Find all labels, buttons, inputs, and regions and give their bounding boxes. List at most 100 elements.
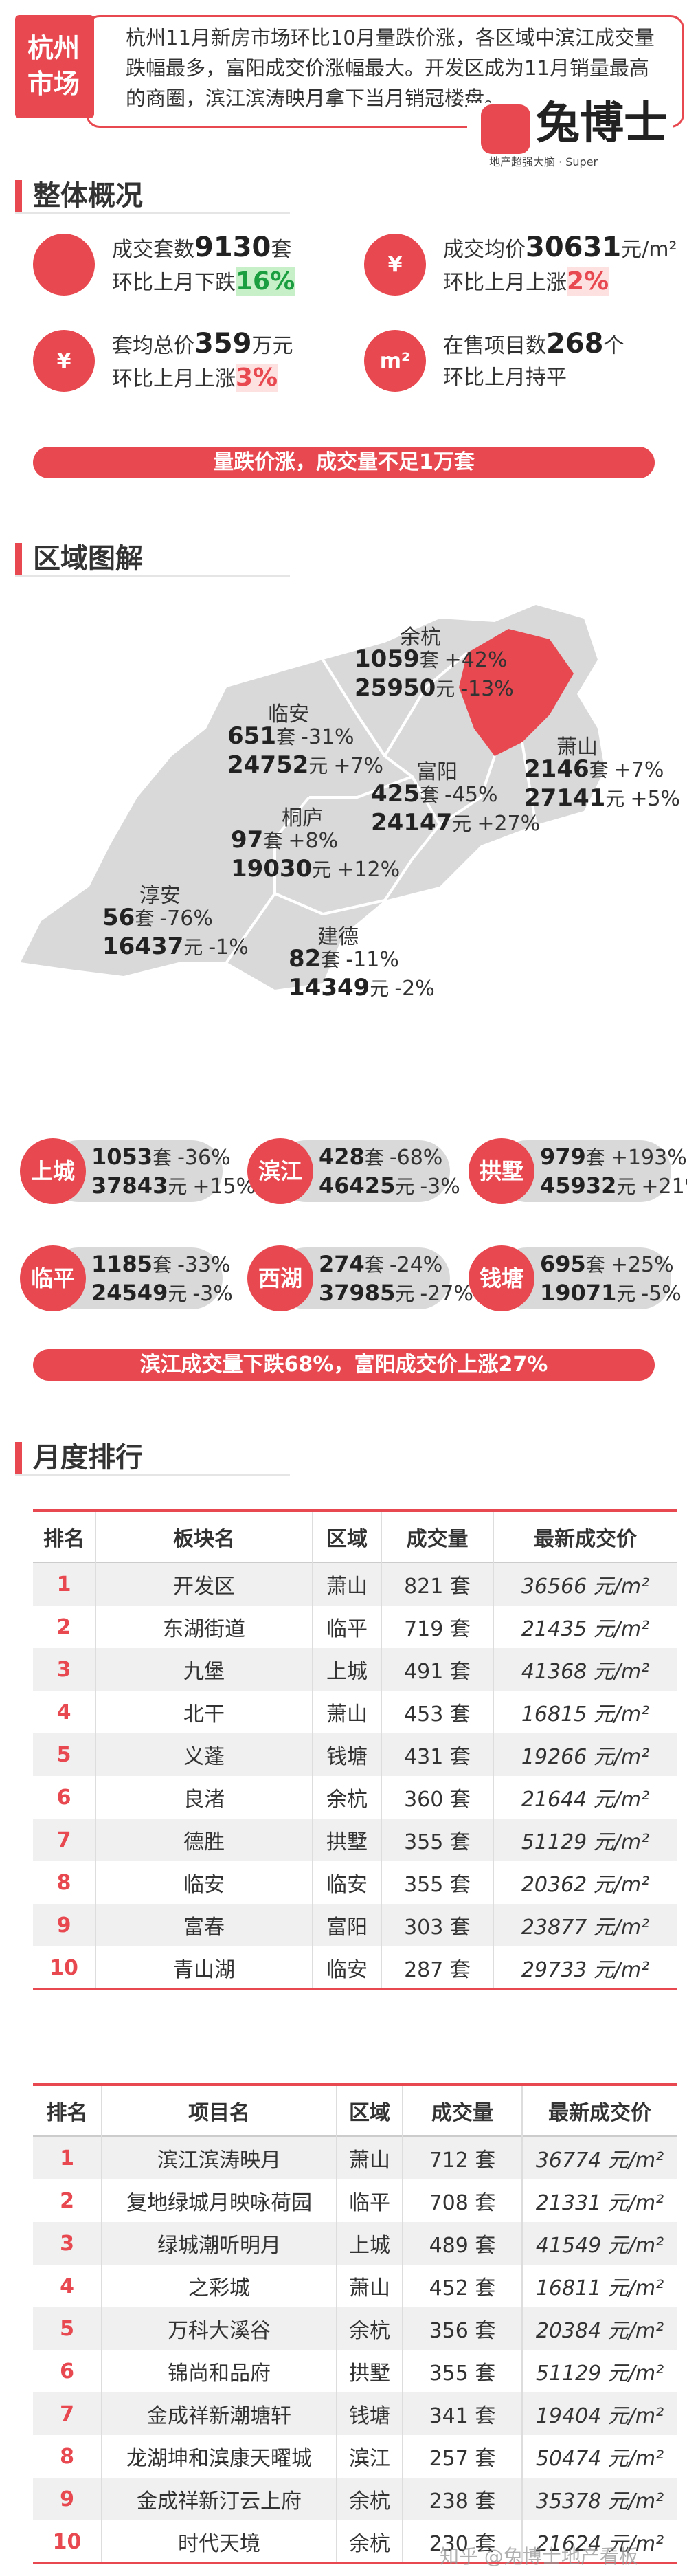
price-line: 24147元 +27% [371,808,540,839]
regions-title: 区域图解 [33,543,143,575]
district-badge: 钱塘 [469,1245,534,1311]
count-change: -76% [159,907,213,931]
price-change: -5% [641,1282,682,1306]
table-row: 9 富春 富阳 303 套 23877 元/m² [33,1904,677,1946]
table-cell: 上城 [336,2222,403,2265]
table-cell: 万科大溪谷 [101,2307,337,2350]
price-line: 14349元 -2% [289,973,435,1003]
table-cell: 51129 元/m² [521,2350,677,2392]
table-cell: 7 [60,2401,74,2426]
header-cell: 最新成交价 [493,1512,677,1562]
table-rule [33,1988,677,1990]
price-line: 24752元 +7% [227,751,383,781]
price-line: 45932元+21% [540,1171,687,1201]
table-cell: 51129 元/m² [493,1819,677,1861]
table-cell: 29733 元/m² [493,1946,677,1989]
count: 82 [289,945,322,973]
table-cell: 4 [60,2274,74,2298]
table-cell: 719 套 [381,1606,493,1648]
table-cell: 金成祥新潮塘轩 [101,2392,337,2435]
stat-unit: 元/m² [621,238,677,262]
count-line: 56套 -76% [102,903,213,933]
stat-change: 3% [236,364,278,392]
unit: 元 [436,678,455,700]
table-row: 7 金成祥新潮塘轩 钱塘 341 套 19404 元/m² [33,2392,677,2435]
table-cell: 余杭 [336,2307,403,2350]
table-cell: 临安 [95,1861,313,1904]
table-cell: 富阳 [312,1904,381,1946]
table-cell: 义蓬 [95,1733,313,1776]
price-line: 37985元 -27% [319,1278,473,1309]
table-row: 5 义蓬 钱塘 431 套 19266 元/m² [33,1733,677,1776]
table-cell: 德胜 [95,1819,313,1861]
count-change: -45% [444,783,498,807]
table-cell: 九堡 [95,1648,313,1691]
stat-line: 套均总价359万元 [112,327,293,363]
summary-box: 杭州11月新房市场环比10月量跌价涨，各区域中滨江成交量跌幅最多，富阳成交价涨幅… [86,15,684,128]
table-cell: 临平 [312,1606,381,1648]
unit: 套 [585,1254,605,1276]
table-cell: 712 套 [402,2136,522,2179]
price-change: -3% [420,1175,460,1199]
stat-change-label: 环比上月持平 [443,366,567,390]
table-cell: 16815 元/m² [493,1691,677,1733]
table-cell: 19404 元/m² [521,2392,677,2435]
header-cell: 成交量 [381,1512,493,1562]
section-bar [15,1442,22,1474]
unit: 套 [263,830,283,852]
count-line: 274套 -24% [319,1250,442,1280]
stat-line: 环比上月上涨3% [112,362,278,396]
unit: 元 [312,858,332,881]
header-cell: 排名 [46,2101,88,2125]
table-cell: 341 套 [402,2392,522,2435]
unit: 元 [395,1283,415,1305]
unit: 元 [616,1283,636,1305]
table-cell: 良渚 [95,1776,313,1819]
unit: 套 [419,649,439,671]
table-row: 3 九堡 上城 491 套 41368 元/m² [33,1648,677,1691]
region-name: 淳安 [139,884,181,908]
price: 46425 [319,1173,396,1199]
price: 25950 [354,674,436,702]
ranking-title: 月度排行 [33,1442,143,1474]
table-cell: 821 套 [381,1562,493,1606]
price-line: 27141元 +5% [524,784,680,814]
table-cell: 余杭 [336,2520,403,2563]
count-line: 651套 -31% [227,722,354,752]
table-cell: 36566 元/m² [493,1562,677,1606]
table-cell: 拱墅 [336,2350,403,2392]
banner: 量跌价涨，成交量不足1万套 [33,447,655,478]
table-cell: 钱塘 [336,2392,403,2435]
table-cell: 50474 元/m² [521,2435,677,2478]
header-cell: 板块名 [95,1512,313,1562]
table-cell: 35378 元/m² [521,2478,677,2520]
table-cell: 拱墅 [312,1819,381,1861]
table-cell: 7 [56,1828,71,1852]
unit: 套 [153,1254,172,1276]
table-row: 5 万科大溪谷 余杭 356 套 20384 元/m² [33,2307,677,2350]
table-row: 6 锦尚和品府 拱墅 355 套 51129 元/m² [33,2350,677,2392]
stat-line: 成交套数9130套 [112,231,291,267]
price: 37985 [319,1280,396,1306]
stat-value: 9130 [194,232,271,263]
price-change: -27% [420,1282,473,1306]
price-change: +5% [630,787,681,811]
table-cell: 257 套 [402,2435,522,2478]
count-change: +42% [444,648,508,672]
price-change: +7% [333,754,384,778]
stat-line: 环比上月上涨2% [443,265,609,300]
table-cell: 20362 元/m² [493,1861,677,1904]
stat-change-label: 环比上月上涨 [112,367,236,391]
count: 1053 [91,1144,153,1170]
unit: 套 [364,1254,384,1276]
table-cell: 6 [60,2359,74,2384]
unit: 套 [589,759,609,781]
banner: 滨江成交量下跌68%，富阳成交价上涨27% [33,1349,655,1381]
table-cell: 萧山 [312,1691,381,1733]
count: 97 [231,826,264,854]
stat-label: 成交均价 [443,238,526,262]
table-cell: 8 [56,1870,71,1895]
district-borders [225,652,537,964]
rank-table: 排名 板块名 区域 成交量 最新成交价 1 开发区 萧山 821 套 36566 元/m² 2 东湖街… [33,1512,677,1989]
price-change: -13% [460,677,514,701]
